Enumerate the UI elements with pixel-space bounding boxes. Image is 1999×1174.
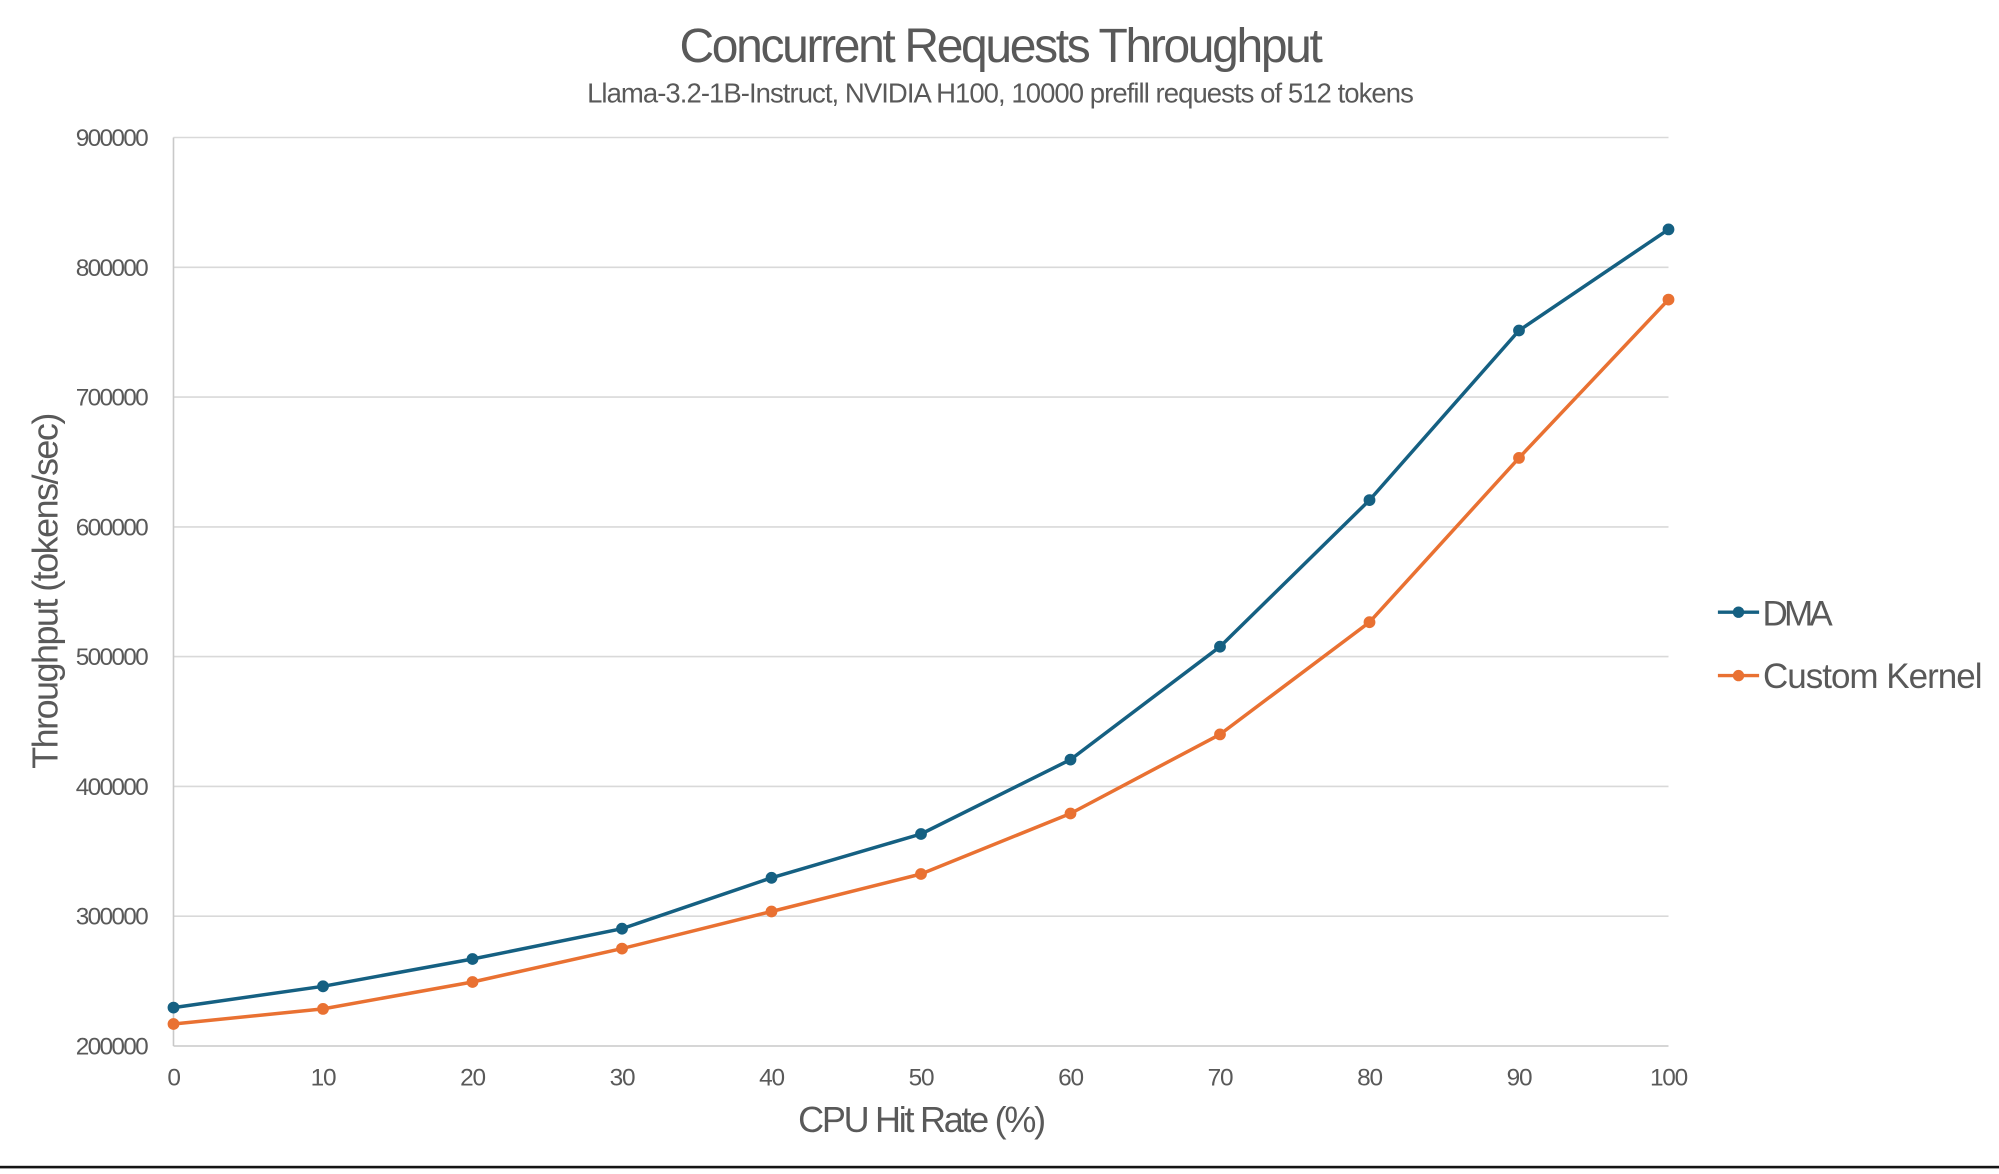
- svg-text:50: 50: [909, 1064, 934, 1091]
- svg-text:100: 100: [1650, 1064, 1688, 1091]
- svg-text:10: 10: [311, 1064, 336, 1091]
- svg-text:80: 80: [1357, 1064, 1382, 1091]
- svg-text:70: 70: [1208, 1064, 1233, 1091]
- svg-text:400000: 400000: [76, 774, 148, 801]
- svg-text:Throughput (tokens/sec): Throughput (tokens/sec): [25, 414, 66, 769]
- svg-text:500000: 500000: [76, 644, 148, 671]
- svg-text:700000: 700000: [76, 385, 148, 412]
- svg-text:60: 60: [1058, 1064, 1083, 1091]
- svg-text:40: 40: [759, 1064, 784, 1091]
- svg-text:20: 20: [460, 1064, 485, 1091]
- svg-text:900000: 900000: [76, 125, 148, 152]
- svg-text:0: 0: [167, 1064, 180, 1091]
- svg-text:Custom Kernel: Custom Kernel: [1763, 657, 1981, 696]
- svg-text:30: 30: [610, 1064, 635, 1091]
- svg-text:Concurrent Requests Throughput: Concurrent Requests Throughput: [679, 20, 1322, 73]
- svg-text:800000: 800000: [76, 255, 148, 282]
- svg-text:90: 90: [1507, 1064, 1532, 1091]
- svg-text:600000: 600000: [76, 514, 148, 541]
- svg-text:200000: 200000: [76, 1034, 148, 1061]
- svg-text:300000: 300000: [76, 904, 148, 931]
- svg-text:DMA: DMA: [1763, 594, 1834, 633]
- svg-text:Llama-3.2-1B-Instruct, NVIDIA: Llama-3.2-1B-Instruct, NVIDIA H100, 1000…: [587, 78, 1413, 109]
- svg-text:CPU Hit Rate (%): CPU Hit Rate (%): [798, 1099, 1044, 1140]
